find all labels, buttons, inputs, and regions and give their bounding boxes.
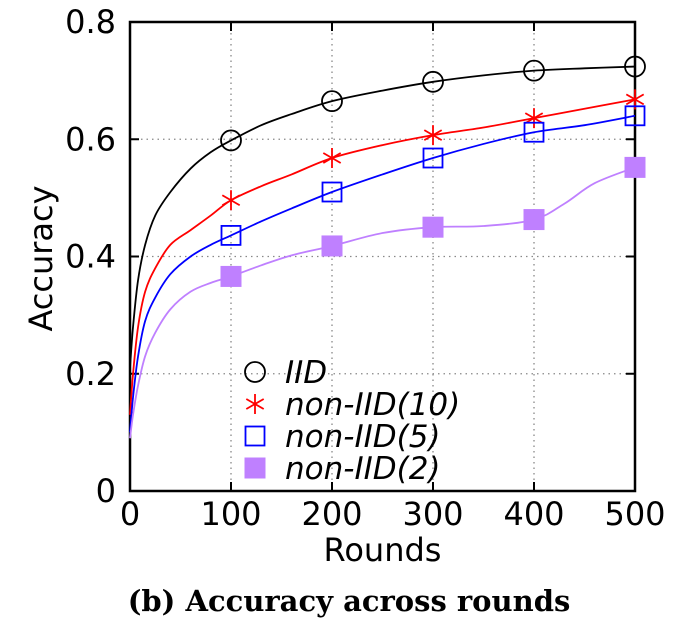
data-point-non-iid-10: [524, 108, 544, 129]
data-point-non-iid-10: [322, 148, 342, 169]
data-point-non-iid-2: [422, 216, 444, 238]
x-tick-label: 300: [402, 495, 463, 533]
legend-marker-non-iid-2: [244, 457, 266, 479]
series-non-iid-5: [129, 105, 646, 433]
y-tick-label: 0: [96, 472, 116, 510]
series-non-iid-10: [129, 89, 645, 415]
x-tick-label: 100: [200, 495, 261, 533]
legend-label-non-iid-10: non-IID(10): [285, 387, 460, 423]
y-tick-label: 0.2: [65, 355, 116, 393]
series-iid: [129, 55, 646, 368]
x-axis-label: Rounds: [324, 531, 442, 569]
y-tick-label: 0.8: [65, 3, 116, 41]
x-tick-label: 200: [301, 495, 362, 533]
data-point-iid: [321, 90, 343, 113]
y-tick-label: 0.6: [65, 120, 116, 158]
series-line-iid: [129, 65, 636, 368]
series-line-non-iid-10: [129, 98, 636, 415]
series-non-iid-2: [129, 156, 646, 439]
series-group: [129, 55, 646, 439]
data-point-non-iid-2: [523, 209, 545, 231]
legend-marker-non-iid-5: [244, 425, 266, 447]
data-point-non-iid-2: [321, 235, 343, 257]
data-point-non-iid-5: [422, 147, 444, 169]
data-point-iid: [624, 55, 646, 78]
y-tick-label: 0.4: [65, 238, 116, 276]
tick-marks: [129, 21, 636, 492]
legend-marker-iid: [244, 361, 266, 383]
data-point-non-iid-10: [423, 125, 443, 146]
x-tick-label: 500: [604, 495, 665, 533]
data-point-non-iid-2: [624, 156, 646, 178]
y-axis-label: Accuracy: [22, 185, 60, 331]
data-point-non-iid-5: [624, 105, 646, 127]
data-point-non-iid-2: [220, 265, 242, 287]
series-line-non-iid-5: [129, 114, 636, 433]
data-point-non-iid-10: [221, 190, 241, 211]
x-tick-label: 400: [503, 495, 564, 533]
legend-label-iid: IID: [285, 355, 327, 391]
data-point-iid: [220, 129, 242, 152]
data-point-non-iid-5: [523, 121, 545, 143]
legend-marker-non-iid-10: [245, 394, 265, 414]
grid-lines: [130, 22, 635, 491]
figure-caption: (b) Accuracy across rounds: [127, 584, 571, 618]
legend-label-non-iid-2: non-IID(2): [285, 451, 441, 487]
legend-label-non-iid-5: non-IID(5): [285, 419, 441, 455]
data-point-iid: [523, 59, 545, 82]
x-tick-label: 0: [120, 495, 140, 533]
data-point-non-iid-5: [220, 224, 242, 246]
tick-labels: 0 100 200 300 400 500 0 0.2 0.4 0.6 0.8: [65, 3, 665, 533]
data-point-non-iid-5: [321, 181, 343, 203]
data-point-iid: [422, 70, 444, 93]
